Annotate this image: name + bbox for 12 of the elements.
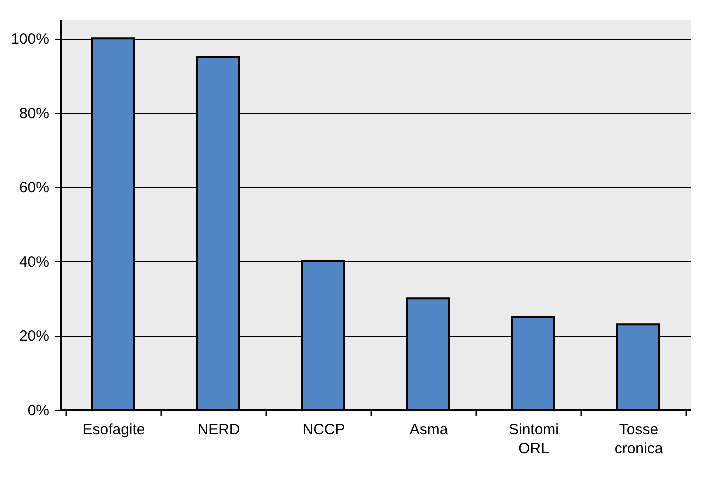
y-tick-label: 100% [11,31,50,48]
x-tick-label: Tosse cronica [614,422,664,458]
x-tick-label: Esofagite [82,422,146,438]
y-tick-label: 40% [19,254,50,271]
x-tick-label: NERD [198,422,240,438]
y-tick-label: 20% [19,328,50,346]
y-tick-label: 0% [28,402,50,420]
y-tick-label: 60% [19,180,50,197]
x-tick-label: Asma [410,422,449,438]
y-tick-label: 80% [19,105,50,122]
x-tick-label: NCCP [302,422,346,438]
x-tick-label: Sintomi ORL [508,422,560,458]
